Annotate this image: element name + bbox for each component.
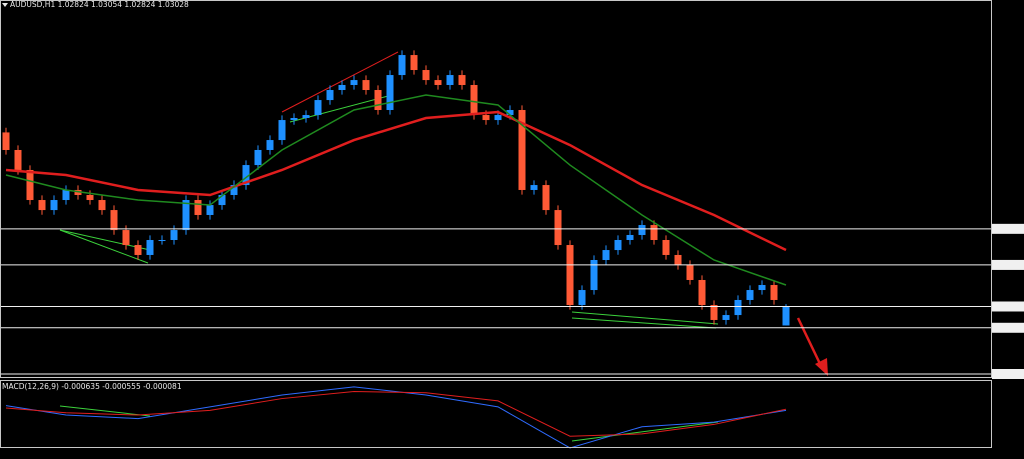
candle-body bbox=[122, 230, 130, 246]
candle-body bbox=[638, 225, 646, 235]
candle-body bbox=[410, 55, 418, 71]
candle-body bbox=[602, 250, 610, 260]
candle-body bbox=[614, 240, 622, 251]
candle-body bbox=[50, 200, 58, 211]
candle-body bbox=[770, 285, 778, 300]
candle-body bbox=[494, 115, 502, 121]
candle-body bbox=[2, 132, 10, 150]
candle-body bbox=[326, 90, 334, 101]
candle-body bbox=[158, 240, 166, 242]
candle-body bbox=[338, 84, 346, 91]
candle-body bbox=[26, 169, 34, 201]
candle-body bbox=[422, 70, 430, 81]
candle-body bbox=[542, 185, 550, 211]
candle-body bbox=[674, 254, 682, 266]
price-level-box bbox=[992, 369, 1024, 380]
indicator-title: MACD(12,26,9) -0.000635 -0.000555 -0.000… bbox=[2, 382, 182, 391]
candle-body bbox=[146, 240, 154, 255]
candle-body bbox=[698, 279, 706, 306]
candle-body bbox=[782, 306, 790, 326]
marks-layer bbox=[0, 50, 991, 449]
price-level-box bbox=[992, 322, 1024, 333]
candle-body bbox=[242, 165, 250, 186]
candle-body bbox=[386, 75, 394, 111]
candle-body bbox=[398, 55, 406, 76]
text-layer: AUDUSD,H1 1.02824 1.03054 1.02824 1.0302… bbox=[2, 0, 1024, 391]
candle-body bbox=[710, 305, 718, 320]
candle-body bbox=[278, 120, 286, 141]
candle-body bbox=[266, 140, 274, 150]
candle-body bbox=[470, 84, 478, 116]
candle-body bbox=[446, 75, 454, 85]
candle-body bbox=[518, 110, 526, 190]
price-level-box bbox=[992, 259, 1024, 270]
main-panel-frame bbox=[0, 0, 992, 378]
candle-body bbox=[554, 210, 562, 246]
candle-body bbox=[722, 315, 730, 320]
candle-body bbox=[14, 149, 22, 170]
candle-body bbox=[578, 290, 586, 306]
candle-body bbox=[362, 80, 370, 91]
candle-body bbox=[170, 230, 178, 241]
candle-body bbox=[758, 285, 766, 291]
candle-body bbox=[506, 110, 514, 116]
price-level-box bbox=[992, 223, 1024, 234]
candle-body bbox=[254, 149, 262, 166]
indicator-line bbox=[5, 386, 787, 449]
candle-body bbox=[218, 194, 226, 206]
candle-body bbox=[290, 118, 298, 121]
candle-body bbox=[626, 234, 634, 241]
candle-body bbox=[734, 299, 742, 316]
forecast-arrow bbox=[796, 317, 824, 369]
candle-body bbox=[110, 210, 118, 231]
moving-average-line bbox=[5, 110, 787, 252]
trendline bbox=[571, 317, 717, 329]
candle-body bbox=[350, 80, 358, 85]
candle-body bbox=[62, 189, 70, 201]
candle-body bbox=[302, 115, 310, 119]
candle-body bbox=[434, 80, 442, 85]
indicator-panel-frame bbox=[0, 380, 992, 448]
trendline bbox=[59, 229, 149, 264]
trendline bbox=[571, 421, 719, 442]
trendline bbox=[59, 405, 151, 417]
candle-body bbox=[86, 194, 94, 201]
candle-body bbox=[566, 245, 574, 306]
candle-body bbox=[194, 200, 202, 215]
candle-body bbox=[482, 115, 490, 121]
trendline bbox=[571, 311, 719, 325]
price-level-box bbox=[992, 301, 1024, 312]
candle-body bbox=[590, 259, 598, 291]
moving-average-line bbox=[5, 94, 787, 286]
candle-body bbox=[746, 290, 754, 300]
candle-body bbox=[98, 200, 106, 211]
candle-body bbox=[530, 185, 538, 190]
candle-body bbox=[686, 265, 694, 280]
candle-body bbox=[662, 240, 670, 255]
indicator-line bbox=[5, 391, 787, 437]
candle-body bbox=[74, 189, 82, 195]
candle-body bbox=[230, 185, 238, 195]
symbol-menu-icon bbox=[2, 3, 8, 7]
candle-body bbox=[314, 100, 322, 116]
forecast-arrowhead bbox=[815, 358, 828, 376]
candle-body bbox=[650, 225, 658, 241]
candle-body bbox=[134, 245, 142, 255]
candle-body bbox=[38, 200, 46, 211]
candle-body bbox=[206, 205, 214, 215]
trendline bbox=[281, 51, 399, 113]
candle-body bbox=[182, 200, 190, 231]
chart-title: AUDUSD,H1 1.02824 1.03054 1.02824 1.0302… bbox=[10, 0, 189, 9]
candle-body bbox=[374, 90, 382, 111]
candle-body bbox=[458, 75, 466, 85]
